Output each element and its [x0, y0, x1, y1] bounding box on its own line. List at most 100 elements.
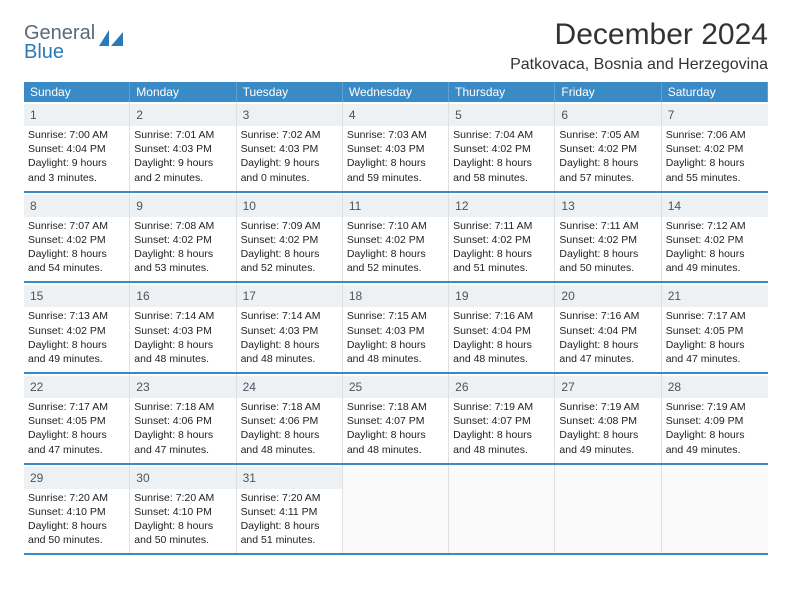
daynum-row: 28 — [662, 376, 768, 398]
calendar-grid: SundayMondayTuesdayWednesdayThursdayFrid… — [24, 82, 768, 555]
week-row: 8Sunrise: 7:07 AMSunset: 4:02 PMDaylight… — [24, 193, 768, 284]
title-block: December 2024 Patkovaca, Bosnia and Herz… — [510, 18, 768, 74]
daylight-line: Daylight: 8 hours and 59 minutes. — [347, 156, 444, 184]
daynum-row: 7 — [662, 104, 768, 126]
daylight-line: Daylight: 8 hours and 49 minutes. — [28, 338, 125, 366]
sunset-line: Sunset: 4:07 PM — [453, 414, 550, 428]
daylight-line: Daylight: 9 hours and 2 minutes. — [134, 156, 231, 184]
day-number: 20 — [561, 289, 574, 303]
sunrise-line: Sunrise: 7:04 AM — [453, 128, 550, 142]
daynum-row: 4 — [343, 104, 448, 126]
sunset-line: Sunset: 4:02 PM — [666, 142, 764, 156]
day-cell: 26 Sunrise: 7:19 AMSunset: 4:07 PMDayligh… — [449, 374, 555, 463]
day-number: 3 — [243, 108, 250, 122]
day-cell: 13Sunrise: 7:11 AMSunset: 4:02 PMDayligh… — [555, 193, 661, 282]
day-cell: 2Sunrise: 7:01 AMSunset: 4:03 PMDaylight… — [130, 102, 236, 191]
sunrise-line: Sunrise: 7:08 AM — [134, 219, 231, 233]
day-cell — [555, 465, 661, 554]
sunset-line: Sunset: 4:02 PM — [453, 142, 550, 156]
daylight-line: Daylight: 8 hours and 48 minutes. — [453, 428, 550, 456]
day-number: 29 — [30, 471, 43, 485]
daylight-line: Daylight: 8 hours and 52 minutes. — [347, 247, 444, 275]
sunset-line: Sunset: 4:04 PM — [28, 142, 125, 156]
logo-text: General Blue — [24, 24, 95, 62]
sunrise-line: Sunrise: 7:13 AM — [28, 309, 125, 323]
day-cell: 8Sunrise: 7:07 AMSunset: 4:02 PMDaylight… — [24, 193, 130, 282]
daylight-line: Daylight: 8 hours and 53 minutes. — [134, 247, 231, 275]
sunset-line: Sunset: 4:02 PM — [453, 233, 550, 247]
brand-logo: General Blue — [24, 18, 123, 62]
dow-cell: Sunday — [24, 82, 130, 102]
day-cell: 19Sunrise: 7:16 AMSunset: 4:04 PMDayligh… — [449, 283, 555, 372]
day-number: 25 — [349, 380, 362, 394]
day-cell: 17Sunrise: 7:14 AMSunset: 4:03 PMDayligh… — [237, 283, 343, 372]
sunrise-line: Sunrise: 7:12 AM — [666, 219, 764, 233]
sunset-line: Sunset: 4:06 PM — [241, 414, 338, 428]
sunrise-line: Sunrise: 7:06 AM — [666, 128, 764, 142]
day-number: 2 — [136, 108, 143, 122]
day-cell — [662, 465, 768, 554]
sunrise-line: Sunrise: 7:20 AM — [28, 491, 125, 505]
day-cell: 3Sunrise: 7:02 AMSunset: 4:03 PMDaylight… — [237, 102, 343, 191]
dayofweek-header: SundayMondayTuesdayWednesdayThursdayFrid… — [24, 82, 768, 102]
daylight-line: Daylight: 9 hours and 0 minutes. — [241, 156, 338, 184]
day-cell: 9Sunrise: 7:08 AMSunset: 4:02 PMDaylight… — [130, 193, 236, 282]
day-number: 28 — [668, 380, 681, 394]
sunrise-line: Sunrise: 7:16 AM — [453, 309, 550, 323]
sunset-line: Sunset: 4:02 PM — [28, 233, 125, 247]
daylight-line: Daylight: 8 hours and 52 minutes. — [241, 247, 338, 275]
dow-cell: Wednesday — [343, 82, 449, 102]
daynum-row: 23 — [130, 376, 235, 398]
sunrise-line: Sunrise: 7:19 AM — [453, 400, 550, 414]
daynum-row: 14 — [662, 195, 768, 217]
day-number: 13 — [561, 199, 574, 213]
daynum-row: 22 — [24, 376, 129, 398]
day-cell: 23Sunrise: 7:18 AMSunset: 4:06 PMDayligh… — [130, 374, 236, 463]
daylight-line: Daylight: 8 hours and 48 minutes. — [347, 428, 444, 456]
location-label: Patkovaca, Bosnia and Herzegovina — [510, 56, 768, 74]
day-number: 5 — [455, 108, 462, 122]
sunset-line: Sunset: 4:02 PM — [559, 233, 656, 247]
daylight-line: Daylight: 8 hours and 48 minutes. — [241, 428, 338, 456]
sunrise-line: Sunrise: 7:18 AM — [134, 400, 231, 414]
sunrise-line: Sunrise: 7:07 AM — [28, 219, 125, 233]
day-number: 26 — [455, 380, 468, 394]
sunset-line: Sunset: 4:06 PM — [134, 414, 231, 428]
day-number: 6 — [561, 108, 568, 122]
daylight-line: Daylight: 8 hours and 54 minutes. — [28, 247, 125, 275]
sunset-line: Sunset: 4:10 PM — [28, 505, 125, 519]
day-cell: 12Sunrise: 7:11 AMSunset: 4:02 PMDayligh… — [449, 193, 555, 282]
daynum-row: 5 — [449, 104, 554, 126]
sunrise-line: Sunrise: 7:03 AM — [347, 128, 444, 142]
day-cell — [343, 465, 449, 554]
day-number: 14 — [668, 199, 681, 213]
day-cell: 27Sunrise: 7:19 AMSunset: 4:08 PMDayligh… — [555, 374, 661, 463]
day-cell: 10Sunrise: 7:09 AMSunset: 4:02 PMDayligh… — [237, 193, 343, 282]
dow-cell: Tuesday — [237, 82, 343, 102]
sunrise-line: Sunrise: 7:11 AM — [453, 219, 550, 233]
day-number: 15 — [30, 289, 43, 303]
day-number: 1 — [30, 108, 37, 122]
day-number: 9 — [136, 199, 143, 213]
sunrise-line: Sunrise: 7:18 AM — [347, 400, 444, 414]
sunset-line: Sunset: 4:03 PM — [134, 324, 231, 338]
sunset-line: Sunset: 4:03 PM — [241, 324, 338, 338]
daylight-line: Daylight: 8 hours and 50 minutes. — [559, 247, 656, 275]
sunrise-line: Sunrise: 7:09 AM — [241, 219, 338, 233]
daylight-line: Daylight: 8 hours and 48 minutes. — [241, 338, 338, 366]
daynum-row: 31 — [237, 467, 342, 489]
day-cell: 30Sunrise: 7:20 AMSunset: 4:10 PMDayligh… — [130, 465, 236, 554]
day-number: 30 — [136, 471, 149, 485]
sunset-line: Sunset: 4:08 PM — [559, 414, 656, 428]
logo-line2: Blue — [24, 43, 95, 62]
day-cell: 15Sunrise: 7:13 AMSunset: 4:02 PMDayligh… — [24, 283, 130, 372]
daynum-row: 27 — [555, 376, 660, 398]
sunrise-line: Sunrise: 7:17 AM — [28, 400, 125, 414]
daynum-row: 3 — [237, 104, 342, 126]
daynum-row: 18 — [343, 285, 448, 307]
day-cell — [449, 465, 555, 554]
sunrise-line: Sunrise: 7:05 AM — [559, 128, 656, 142]
sunset-line: Sunset: 4:07 PM — [347, 414, 444, 428]
day-number: 23 — [136, 380, 149, 394]
daynum-row: 19 — [449, 285, 554, 307]
